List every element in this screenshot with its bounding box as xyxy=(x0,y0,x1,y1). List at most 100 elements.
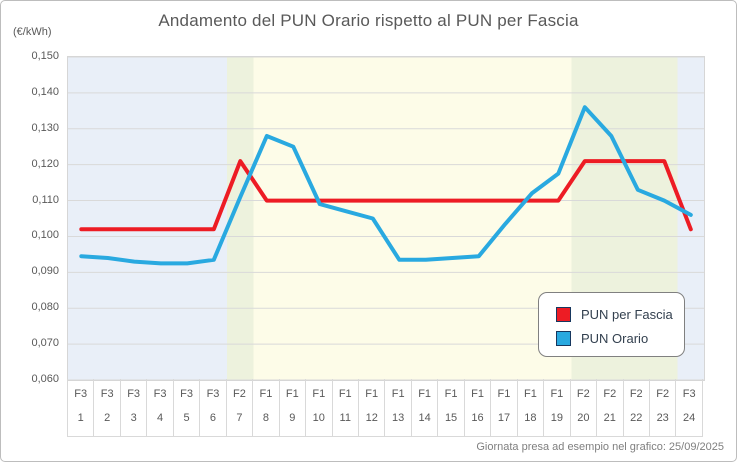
x-axis-cell: F3 3 xyxy=(121,379,148,436)
x-axis-cell: F3 5 xyxy=(174,379,201,436)
y-tick-label: 0,130 xyxy=(31,121,59,134)
x-axis-cell: F1 17 xyxy=(491,379,518,436)
fascia-band-f3 xyxy=(68,57,227,380)
fascia-label: F3 xyxy=(682,388,696,401)
hour-label: 17 xyxy=(497,411,511,424)
fascia-label: F2 xyxy=(656,388,670,401)
fascia-label: F1 xyxy=(418,388,432,401)
hour-label: 3 xyxy=(130,411,137,424)
hour-label: 22 xyxy=(630,411,643,424)
footer-note: Giornata presa ad esempio nel grafico: 2… xyxy=(476,441,724,453)
hour-label: 24 xyxy=(683,411,696,424)
legend-label: PUN Orario xyxy=(581,330,649,346)
fascia-label: F1 xyxy=(285,388,299,401)
y-tick-label: 0,140 xyxy=(31,85,59,98)
fascia-label: F3 xyxy=(74,388,88,401)
fascia-label: F1 xyxy=(497,388,511,401)
x-axis-cell: F1 19 xyxy=(544,379,571,436)
fascia-label: F1 xyxy=(444,388,458,401)
x-axis-cell: F3 2 xyxy=(94,379,121,436)
hour-label: 7 xyxy=(236,411,243,424)
x-axis-cell: F1 16 xyxy=(465,379,492,436)
x-axis-cell: F3 24 xyxy=(676,379,703,436)
y-tick-label: 0,080 xyxy=(31,301,59,314)
fascia-label: F1 xyxy=(391,388,405,401)
x-axis-cell: F1 11 xyxy=(333,379,359,436)
chart-svg xyxy=(68,57,704,380)
legend-item-pun-fascia: PUN per Fascia xyxy=(556,302,684,326)
pun-orario-line xyxy=(79,105,693,266)
x-axis-cell: F2 21 xyxy=(597,379,624,436)
x-axis-cell: F1 18 xyxy=(518,379,545,436)
hour-label: 13 xyxy=(392,411,405,424)
x-axis-cell: F1 12 xyxy=(359,379,386,436)
hour-label: 1 xyxy=(77,411,84,424)
hour-label: 20 xyxy=(577,411,590,424)
y-tick-label: 0,060 xyxy=(31,373,59,385)
x-axis-cell: F1 15 xyxy=(438,379,465,436)
chart-title: Andamento del PUN Orario rispetto al PUN… xyxy=(158,11,579,30)
fascia-label: F2 xyxy=(576,388,590,401)
x-axis-cell: F1 14 xyxy=(412,379,439,436)
fascia-label: F1 xyxy=(524,388,537,401)
hour-label: 21 xyxy=(603,411,616,424)
pun-fascia-line xyxy=(79,159,693,232)
hour-label: 10 xyxy=(312,411,325,424)
hour-label: 14 xyxy=(418,411,431,424)
x-axis-cell: F2 23 xyxy=(650,379,677,436)
hour-label: 15 xyxy=(444,411,458,424)
x-axis-cell: F3 6 xyxy=(200,379,227,436)
fascia-label: F1 xyxy=(338,388,352,401)
fascia-label: F1 xyxy=(365,388,379,401)
x-axis-cell: F1 10 xyxy=(306,379,333,436)
y-axis-unit-label: (€/kWh) xyxy=(13,26,52,38)
legend-label: PUN per Fascia xyxy=(581,306,673,322)
fascia-label: F3 xyxy=(127,388,141,401)
fascia-label: F2 xyxy=(233,388,246,401)
hour-label: 6 xyxy=(209,411,217,424)
legend-swatch-red xyxy=(556,306,571,322)
x-axis-cell: F1 13 xyxy=(385,379,412,436)
hour-label: 4 xyxy=(157,411,164,424)
fascia-label: F1 xyxy=(259,388,273,401)
plot-area xyxy=(67,56,705,381)
fascia-label: F3 xyxy=(206,388,220,401)
fascia-label: F1 xyxy=(312,388,326,401)
fascia-label: F2 xyxy=(629,388,643,401)
legend-item-pun-orario: PUN Orario xyxy=(556,326,684,350)
y-tick-label: 0,090 xyxy=(31,265,59,278)
fascia-label: F1 xyxy=(550,388,564,401)
legend-swatch-blue xyxy=(556,330,571,346)
hour-label: 23 xyxy=(656,411,669,424)
hour-label: 16 xyxy=(471,411,484,424)
x-axis-cell: F2 7 xyxy=(227,379,254,436)
hour-label: 19 xyxy=(550,411,563,424)
y-tick-label: 0,120 xyxy=(31,157,59,170)
x-axis-cell: F3 4 xyxy=(147,379,174,436)
x-axis: F3 1 F3 2 F3 3 F3 4 F3 5 F3 6 F2 7 F1 8 F1 9 F1 10 F1 11 F1 12 F… xyxy=(67,379,703,437)
hour-label: 12 xyxy=(365,411,378,424)
hour-label: 8 xyxy=(262,411,269,424)
x-axis-cell: F1 9 xyxy=(280,379,307,436)
fascia-band-f1 xyxy=(253,57,572,380)
hour-label: 2 xyxy=(104,411,111,424)
hour-label: 18 xyxy=(524,411,537,424)
fascia-label: F3 xyxy=(153,388,167,401)
hour-label: 9 xyxy=(289,411,296,424)
hour-label: 11 xyxy=(339,411,351,424)
x-axis-cell: F2 22 xyxy=(624,379,650,436)
fascia-label: F2 xyxy=(603,388,617,401)
x-axis-cell: F2 20 xyxy=(571,379,598,436)
fascia-label: F3 xyxy=(100,388,114,401)
y-tick-label: 0,110 xyxy=(32,193,59,206)
x-axis-cell: F3 1 xyxy=(68,379,95,436)
hour-label: 5 xyxy=(183,411,190,424)
y-tick-label: 0,150 xyxy=(31,50,59,62)
fascia-label: F3 xyxy=(180,388,193,401)
legend: PUN per Fascia PUN Orario xyxy=(538,292,685,357)
fascia-label: F1 xyxy=(471,388,484,401)
y-tick-label: 0,070 xyxy=(31,337,59,350)
y-tick-label: 0,100 xyxy=(31,229,59,242)
x-axis-cell: F1 8 xyxy=(253,379,280,436)
